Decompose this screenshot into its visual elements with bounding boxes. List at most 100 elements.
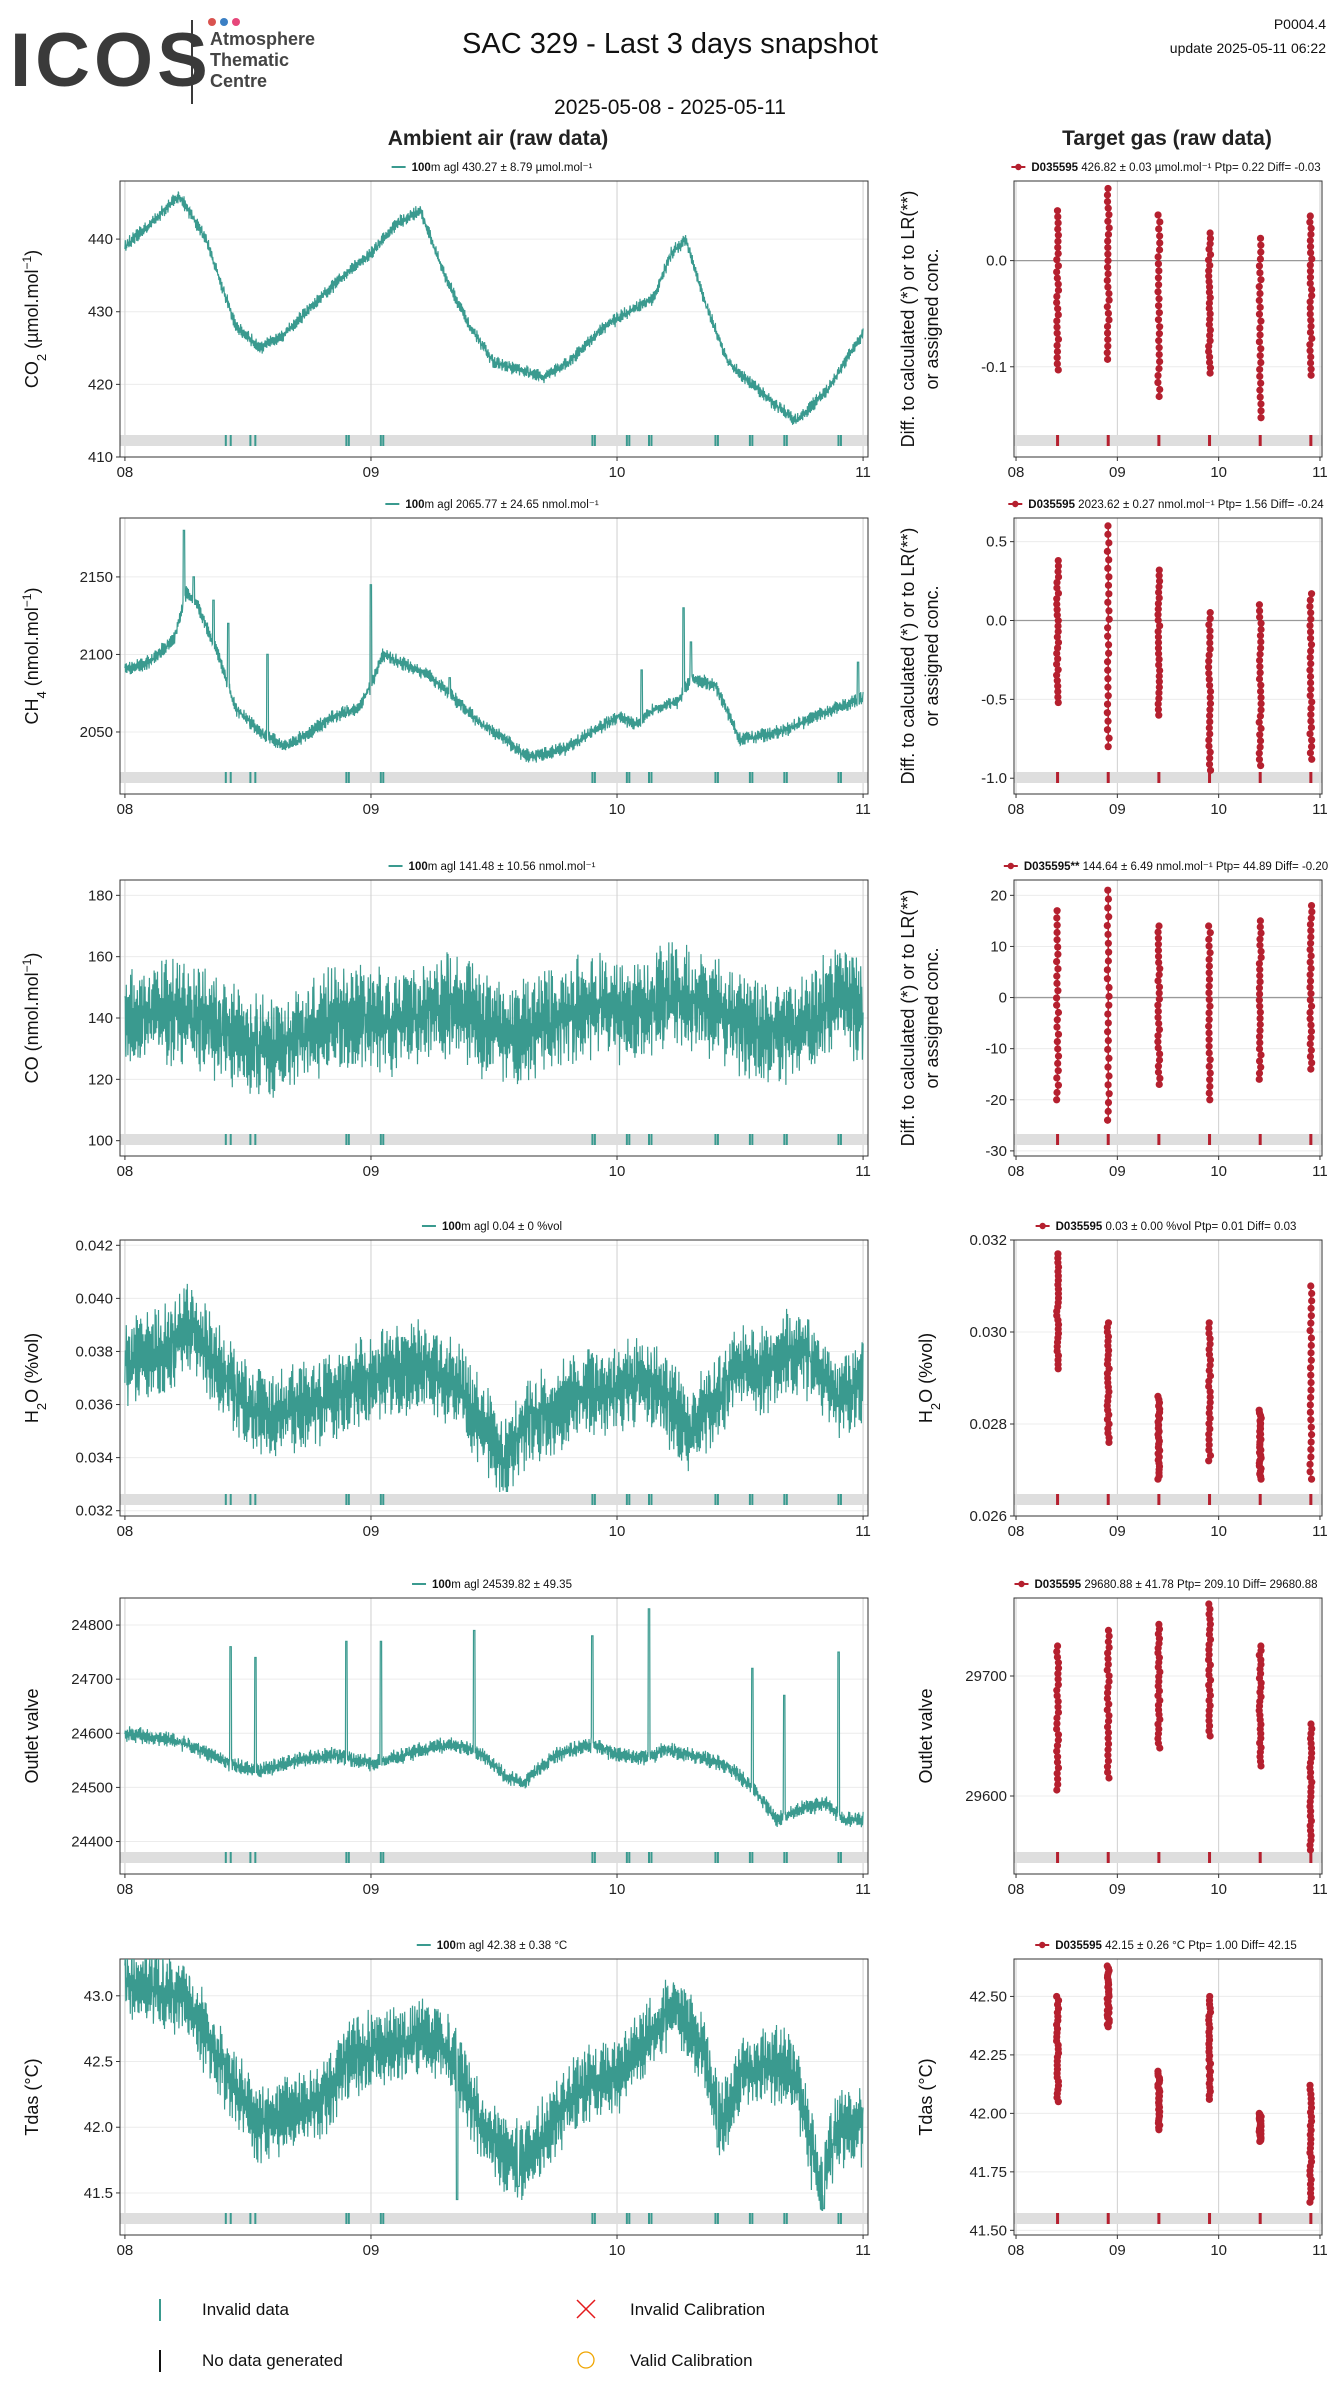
target-point xyxy=(1306,218,1314,226)
target-point xyxy=(1257,681,1265,689)
y-tick-label: 440 xyxy=(88,231,113,248)
page-title: SAC 329 - Last 3 days snapshot xyxy=(462,28,878,60)
target-point xyxy=(1054,305,1062,313)
target-point xyxy=(1103,322,1112,331)
target-point xyxy=(1307,1027,1316,1035)
target-point xyxy=(1206,1992,1214,2001)
y-tick-label: 29700 xyxy=(965,1668,1007,1685)
y-tick-label: 2100 xyxy=(80,646,113,663)
target-point xyxy=(1053,972,1061,980)
target-point xyxy=(1154,2067,1162,2075)
plot-frame xyxy=(119,180,869,458)
status-band xyxy=(1014,435,1322,446)
target-point xyxy=(1256,737,1265,745)
target-point xyxy=(1307,1341,1315,1350)
target-point xyxy=(1053,677,1061,685)
target-point xyxy=(1205,1089,1213,1097)
target-point xyxy=(1307,1356,1315,1364)
target-point xyxy=(1206,687,1215,696)
legend-swatch-dot xyxy=(1039,1941,1046,1949)
target-point xyxy=(1053,660,1061,668)
target-point xyxy=(1307,590,1316,598)
legend-series-name: 100 xyxy=(412,162,431,174)
x-tick-label: 10 xyxy=(609,464,626,481)
x-tick-label: 09 xyxy=(1109,1523,1126,1540)
target-point xyxy=(1306,749,1315,757)
target-point xyxy=(1054,366,1062,374)
target-point xyxy=(1307,990,1315,998)
target-point xyxy=(1155,661,1163,669)
y-tick-label: 0.032 xyxy=(969,1232,1007,1249)
target-point xyxy=(1105,615,1113,623)
x-tick-label: 11 xyxy=(1312,464,1328,481)
target-point xyxy=(1054,1675,1062,1683)
ambient-series-line xyxy=(124,529,864,763)
target-point xyxy=(1257,693,1265,702)
target-point xyxy=(1205,621,1213,629)
legend-stats: m agl 141.48 ± 10.56 nmol.mol⁻¹ xyxy=(428,861,596,873)
target-point xyxy=(1206,369,1214,377)
target-point xyxy=(1155,594,1163,602)
target-point xyxy=(1206,1002,1214,1010)
target-point xyxy=(1155,225,1163,233)
target-point xyxy=(1154,260,1163,268)
target-point xyxy=(1054,213,1062,221)
status-band xyxy=(1014,1494,1322,1505)
target-point xyxy=(1205,283,1214,291)
target-point xyxy=(1054,286,1063,294)
target-point xyxy=(1306,1460,1314,1468)
x-tick-label: 08 xyxy=(1008,1881,1025,1898)
target-point xyxy=(1053,1023,1061,1031)
target-point xyxy=(1053,606,1061,614)
target-point xyxy=(1306,279,1314,287)
target-point xyxy=(1103,329,1112,337)
target-point xyxy=(1206,1096,1214,1104)
target-point xyxy=(1053,1753,1062,1761)
target-point xyxy=(1307,371,1315,379)
target-point xyxy=(1104,1728,1113,1737)
target-point xyxy=(1257,1051,1265,1059)
status-band xyxy=(120,435,868,446)
y-tick-label: 430 xyxy=(88,304,113,321)
target-point xyxy=(1054,567,1062,576)
target-point xyxy=(1104,257,1112,265)
target-point xyxy=(1154,253,1162,261)
target-point xyxy=(1103,1694,1111,1703)
target-point xyxy=(1308,1297,1316,1305)
target-point xyxy=(1306,298,1314,306)
target-point xyxy=(1306,1401,1314,1409)
target-point xyxy=(1206,929,1214,937)
target-point xyxy=(1104,342,1112,350)
target-point xyxy=(1306,628,1315,636)
target-point xyxy=(1205,1435,1213,1444)
y-tick-label: 0.036 xyxy=(75,1397,113,1414)
target-point xyxy=(1307,641,1316,649)
target-point xyxy=(1307,1046,1315,1054)
target-point xyxy=(1154,705,1162,714)
y-axis-label: H2O (%vol) xyxy=(916,1333,943,1423)
target-point xyxy=(1255,1045,1264,1053)
x-tick-label: 09 xyxy=(363,1523,380,1540)
target-point xyxy=(1104,1734,1112,1742)
y-tick-label: 24600 xyxy=(71,1725,113,1742)
target-point xyxy=(1054,1703,1062,1711)
target-point xyxy=(1103,263,1112,271)
legend-text: D035595 2023.62 ± 0.27 nmol.mol⁻¹ Ptp= 1… xyxy=(1028,499,1324,511)
target-point xyxy=(1154,977,1162,985)
plot-frame xyxy=(1013,879,1323,1157)
target-point xyxy=(1206,609,1214,617)
target-point xyxy=(1257,1642,1265,1650)
y-tick-label: -20 xyxy=(985,1092,1007,1109)
y-tick-label: 42.5 xyxy=(84,2054,113,2071)
legend-stats: m agl 2065.77 ± 24.65 nmol.mol⁻¹ xyxy=(425,499,599,511)
target-point xyxy=(1104,1037,1112,1045)
legend-stats: 0.03 ± 0.00 %vol Ptp= 0.01 Diff= 0.03 xyxy=(1102,1221,1296,1233)
plot-frame xyxy=(119,1597,869,1875)
target-point xyxy=(1257,953,1265,962)
target-point xyxy=(1257,414,1265,422)
ambient-chart-4: 24400 24500 24600 24700 24800 08 09 10 11 Outlet … xyxy=(22,1579,871,1898)
y-tick-label: 0.040 xyxy=(75,1290,113,1307)
legend-swatch-dot xyxy=(1015,163,1022,171)
target-point xyxy=(1205,1671,1213,1679)
target-point xyxy=(1156,323,1164,331)
